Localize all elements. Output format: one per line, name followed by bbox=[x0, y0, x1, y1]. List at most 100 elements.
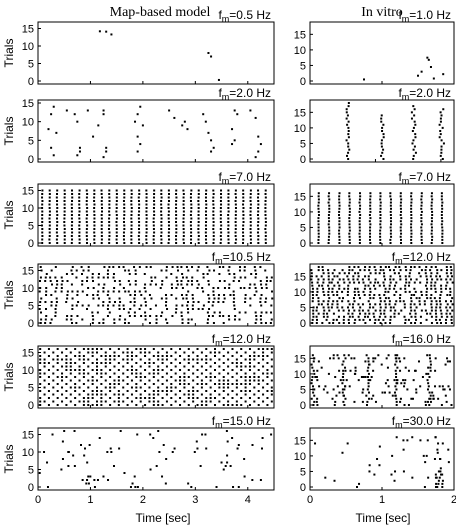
spike-mark bbox=[117, 404, 120, 406]
spike-mark bbox=[310, 272, 313, 275]
spike-mark bbox=[331, 303, 334, 306]
spike-mark bbox=[191, 297, 194, 300]
spike-mark bbox=[222, 468, 225, 471]
spike-mark bbox=[102, 318, 105, 321]
spike-mark bbox=[115, 217, 118, 220]
spike-mark bbox=[394, 394, 397, 397]
spike-mark bbox=[93, 224, 96, 227]
spike-mark bbox=[374, 400, 377, 403]
spike-mark bbox=[51, 433, 54, 436]
spike-mark bbox=[227, 238, 230, 241]
spike-mark bbox=[205, 447, 208, 450]
spike-mark bbox=[233, 304, 236, 307]
spike-mark bbox=[228, 273, 231, 275]
spike-mark bbox=[259, 301, 262, 303]
spike-mark bbox=[367, 275, 370, 278]
spike-mark bbox=[74, 376, 77, 378]
spike-mark bbox=[96, 479, 99, 481]
spike-mark bbox=[100, 348, 103, 350]
spike-mark bbox=[39, 355, 42, 357]
spike-mark bbox=[440, 284, 443, 287]
spike-mark bbox=[113, 379, 116, 382]
spike-mark bbox=[328, 232, 331, 235]
spike-mark bbox=[138, 193, 141, 195]
spike-mark bbox=[383, 275, 386, 278]
spike-mark bbox=[108, 235, 111, 237]
spike-mark bbox=[449, 278, 452, 281]
spike-mark bbox=[328, 229, 331, 232]
spike-mark bbox=[150, 280, 153, 282]
spike-mark bbox=[233, 273, 236, 275]
spike-mark bbox=[47, 355, 50, 357]
spike-mark bbox=[160, 221, 163, 223]
spike-mark bbox=[152, 207, 155, 209]
spike-mark bbox=[205, 193, 207, 195]
spike-mark bbox=[86, 207, 89, 209]
spike-mark bbox=[130, 193, 133, 195]
spike-mark bbox=[47, 397, 50, 399]
spike-mark bbox=[437, 479, 440, 482]
spike-mark bbox=[418, 297, 421, 300]
spike-mark bbox=[369, 210, 372, 213]
spike-mark bbox=[444, 287, 447, 290]
spike-mark bbox=[218, 351, 221, 354]
spike-mark bbox=[382, 269, 385, 272]
spike-mark bbox=[346, 154, 348, 157]
spike-mark bbox=[374, 318, 377, 321]
spike-mark bbox=[135, 404, 138, 406]
spike-mark bbox=[171, 266, 174, 268]
spike-mark bbox=[63, 238, 66, 241]
spike-mark bbox=[396, 379, 399, 382]
spike-mark bbox=[175, 224, 178, 227]
spike-mark bbox=[160, 269, 163, 272]
spike-mark bbox=[113, 301, 116, 303]
spike-mark bbox=[206, 318, 209, 321]
spike-mark bbox=[63, 228, 66, 230]
spike-mark bbox=[399, 201, 402, 204]
spike-mark bbox=[97, 304, 100, 307]
spike-mark bbox=[41, 231, 44, 234]
spike-mark bbox=[348, 148, 351, 151]
spike-mark bbox=[238, 280, 241, 282]
spike-mark bbox=[161, 397, 164, 399]
spike-mark bbox=[335, 318, 338, 321]
spike-mark bbox=[367, 372, 370, 375]
spike-mark bbox=[165, 301, 168, 303]
spike-mark bbox=[348, 226, 351, 229]
spike-mark bbox=[175, 242, 178, 244]
spike-mark bbox=[197, 217, 200, 220]
spike-mark bbox=[186, 283, 189, 286]
spike-mark bbox=[342, 372, 345, 375]
spike-mark bbox=[108, 238, 111, 241]
spike-mark bbox=[102, 276, 105, 279]
spike-mark bbox=[353, 400, 356, 403]
spike-mark bbox=[327, 306, 330, 309]
spike-mark bbox=[43, 451, 46, 453]
spike-mark bbox=[130, 379, 133, 382]
spike-mark bbox=[232, 486, 235, 488]
spike-mark bbox=[160, 203, 163, 206]
spike-mark bbox=[229, 465, 232, 467]
spike-mark bbox=[426, 379, 429, 382]
spike-mark bbox=[343, 404, 346, 406]
spike-mark bbox=[140, 294, 143, 296]
spike-mark bbox=[81, 273, 83, 275]
spike-mark bbox=[449, 360, 451, 363]
spike-mark bbox=[220, 193, 223, 195]
spike-mark bbox=[162, 444, 165, 446]
spike-mark bbox=[389, 192, 392, 195]
spike-mark bbox=[364, 322, 367, 324]
spike-mark bbox=[264, 217, 267, 220]
spike-mark bbox=[328, 198, 331, 201]
spike-mark bbox=[374, 278, 377, 281]
spike-mark bbox=[357, 275, 360, 278]
spike-mark bbox=[430, 226, 433, 229]
spike-mark bbox=[347, 287, 350, 290]
spike-mark bbox=[235, 362, 238, 364]
spike-mark bbox=[445, 400, 448, 403]
spike-mark bbox=[248, 376, 251, 378]
spike-mark bbox=[117, 362, 120, 364]
spike-mark bbox=[348, 210, 351, 213]
spike-mark bbox=[379, 204, 382, 207]
